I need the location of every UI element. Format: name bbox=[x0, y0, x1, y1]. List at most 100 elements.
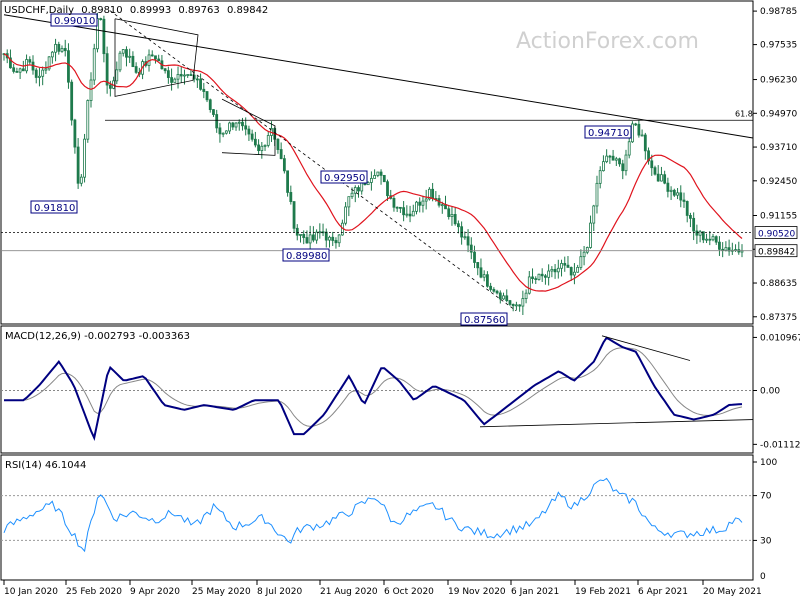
price-level-tag-label: 0.90520 bbox=[758, 230, 795, 240]
candle-body bbox=[379, 171, 383, 176]
candle-body bbox=[473, 251, 476, 263]
candle-body bbox=[260, 145, 264, 152]
candle-body bbox=[660, 174, 663, 182]
macd-y-tick-label: -0.011127 bbox=[760, 440, 800, 450]
candle-body bbox=[99, 18, 103, 20]
price-annotation-box bbox=[460, 312, 508, 326]
candle-body bbox=[518, 304, 522, 307]
candle-body bbox=[492, 289, 496, 292]
candle-body bbox=[128, 55, 132, 58]
x-tick-label: 6 Oct 2020 bbox=[384, 587, 434, 597]
candle-body bbox=[695, 230, 699, 236]
x-tick-label: 8 Jul 2020 bbox=[257, 587, 302, 597]
price-annotation-box bbox=[282, 248, 330, 262]
price-y-tick-label: 0.91155 bbox=[760, 212, 797, 222]
candle-body bbox=[395, 206, 399, 209]
x-tick-label: 21 Aug 2020 bbox=[320, 587, 378, 597]
candle-body bbox=[602, 161, 605, 172]
candle-body bbox=[460, 226, 464, 238]
candle-body bbox=[708, 238, 712, 241]
candle-body bbox=[569, 267, 573, 276]
candle-body bbox=[598, 170, 602, 184]
candle-body bbox=[643, 134, 647, 152]
candle-body bbox=[679, 192, 683, 201]
candle-body bbox=[166, 70, 170, 78]
rsi-title: RSI(14) 46.1044 bbox=[5, 460, 86, 471]
candle-body bbox=[247, 128, 251, 135]
candle-body bbox=[515, 304, 518, 307]
price-level-tag bbox=[754, 226, 798, 239]
candle-body bbox=[231, 122, 235, 128]
candle-body bbox=[682, 199, 686, 202]
header-high: 0.89993 bbox=[130, 5, 171, 16]
candle-body bbox=[63, 48, 67, 52]
candle-body bbox=[347, 196, 351, 208]
candle-body bbox=[334, 240, 338, 244]
candle-body bbox=[392, 198, 396, 208]
macd-line bbox=[4, 336, 743, 441]
candle-body bbox=[711, 236, 715, 241]
header-open: 0.89810 bbox=[81, 5, 122, 16]
candle-body bbox=[295, 227, 299, 236]
candle-body bbox=[44, 68, 48, 71]
price-y-tick-label: 0.98785 bbox=[760, 7, 797, 17]
candle-body bbox=[205, 91, 209, 101]
candle-body bbox=[666, 182, 670, 192]
candle-body bbox=[344, 206, 348, 224]
candle-body bbox=[495, 290, 499, 294]
candle-body bbox=[73, 119, 77, 148]
candle-body bbox=[608, 155, 612, 158]
candle-body bbox=[183, 74, 186, 77]
candle-body bbox=[289, 192, 293, 202]
candle-body bbox=[67, 50, 70, 83]
candle-body bbox=[418, 201, 422, 206]
candle-body bbox=[589, 222, 592, 248]
candle-body bbox=[86, 100, 90, 140]
candle-body bbox=[131, 55, 135, 67]
rsi-y-tick-label: 0 bbox=[760, 572, 766, 582]
candle-body bbox=[640, 134, 644, 137]
candle-body bbox=[228, 122, 231, 132]
candle-body bbox=[76, 146, 80, 184]
candle-body bbox=[41, 69, 45, 77]
rsi-panel-frame bbox=[0, 454, 754, 581]
candle-body bbox=[154, 55, 157, 60]
candle-body bbox=[540, 273, 544, 277]
candle-body bbox=[57, 43, 61, 52]
candle-body bbox=[21, 68, 25, 72]
candle-body bbox=[157, 58, 161, 62]
candle-body bbox=[50, 51, 54, 58]
candle-body bbox=[382, 174, 386, 183]
candle-body bbox=[292, 201, 296, 229]
price-y-tick-label: 0.97535 bbox=[760, 41, 797, 51]
candle-body bbox=[721, 248, 725, 251]
candle-body bbox=[311, 234, 315, 241]
candle-body bbox=[244, 125, 248, 130]
rsi-y-tick-label: 30 bbox=[760, 536, 772, 546]
candle-body bbox=[502, 295, 505, 300]
price-annotation-box bbox=[50, 13, 98, 27]
candle-body bbox=[215, 114, 219, 129]
price-annotation-box bbox=[30, 200, 78, 214]
candle-body bbox=[366, 182, 370, 186]
candle-body bbox=[714, 236, 718, 243]
chart-header: USDCHF,Daily 0.89810 0.89993 0.89763 0.8… bbox=[4, 5, 268, 16]
price-annotation-box bbox=[584, 125, 632, 139]
candle-body bbox=[718, 241, 721, 250]
macd-resistance-trendline bbox=[601, 335, 691, 361]
candle-body bbox=[489, 285, 493, 290]
x-tick-label: 25 May 2020 bbox=[192, 587, 251, 597]
candle-body bbox=[482, 274, 486, 278]
candle-body bbox=[189, 74, 193, 76]
candle-body bbox=[579, 256, 583, 268]
rsi-line bbox=[3, 477, 743, 553]
candle-body bbox=[576, 266, 580, 273]
macd-signal-line bbox=[4, 347, 743, 427]
candle-body bbox=[237, 121, 241, 124]
candle-body bbox=[440, 204, 444, 207]
candle-body bbox=[79, 176, 83, 184]
candle-body bbox=[508, 300, 512, 305]
candle-body bbox=[676, 192, 679, 196]
candle-body bbox=[585, 247, 589, 253]
